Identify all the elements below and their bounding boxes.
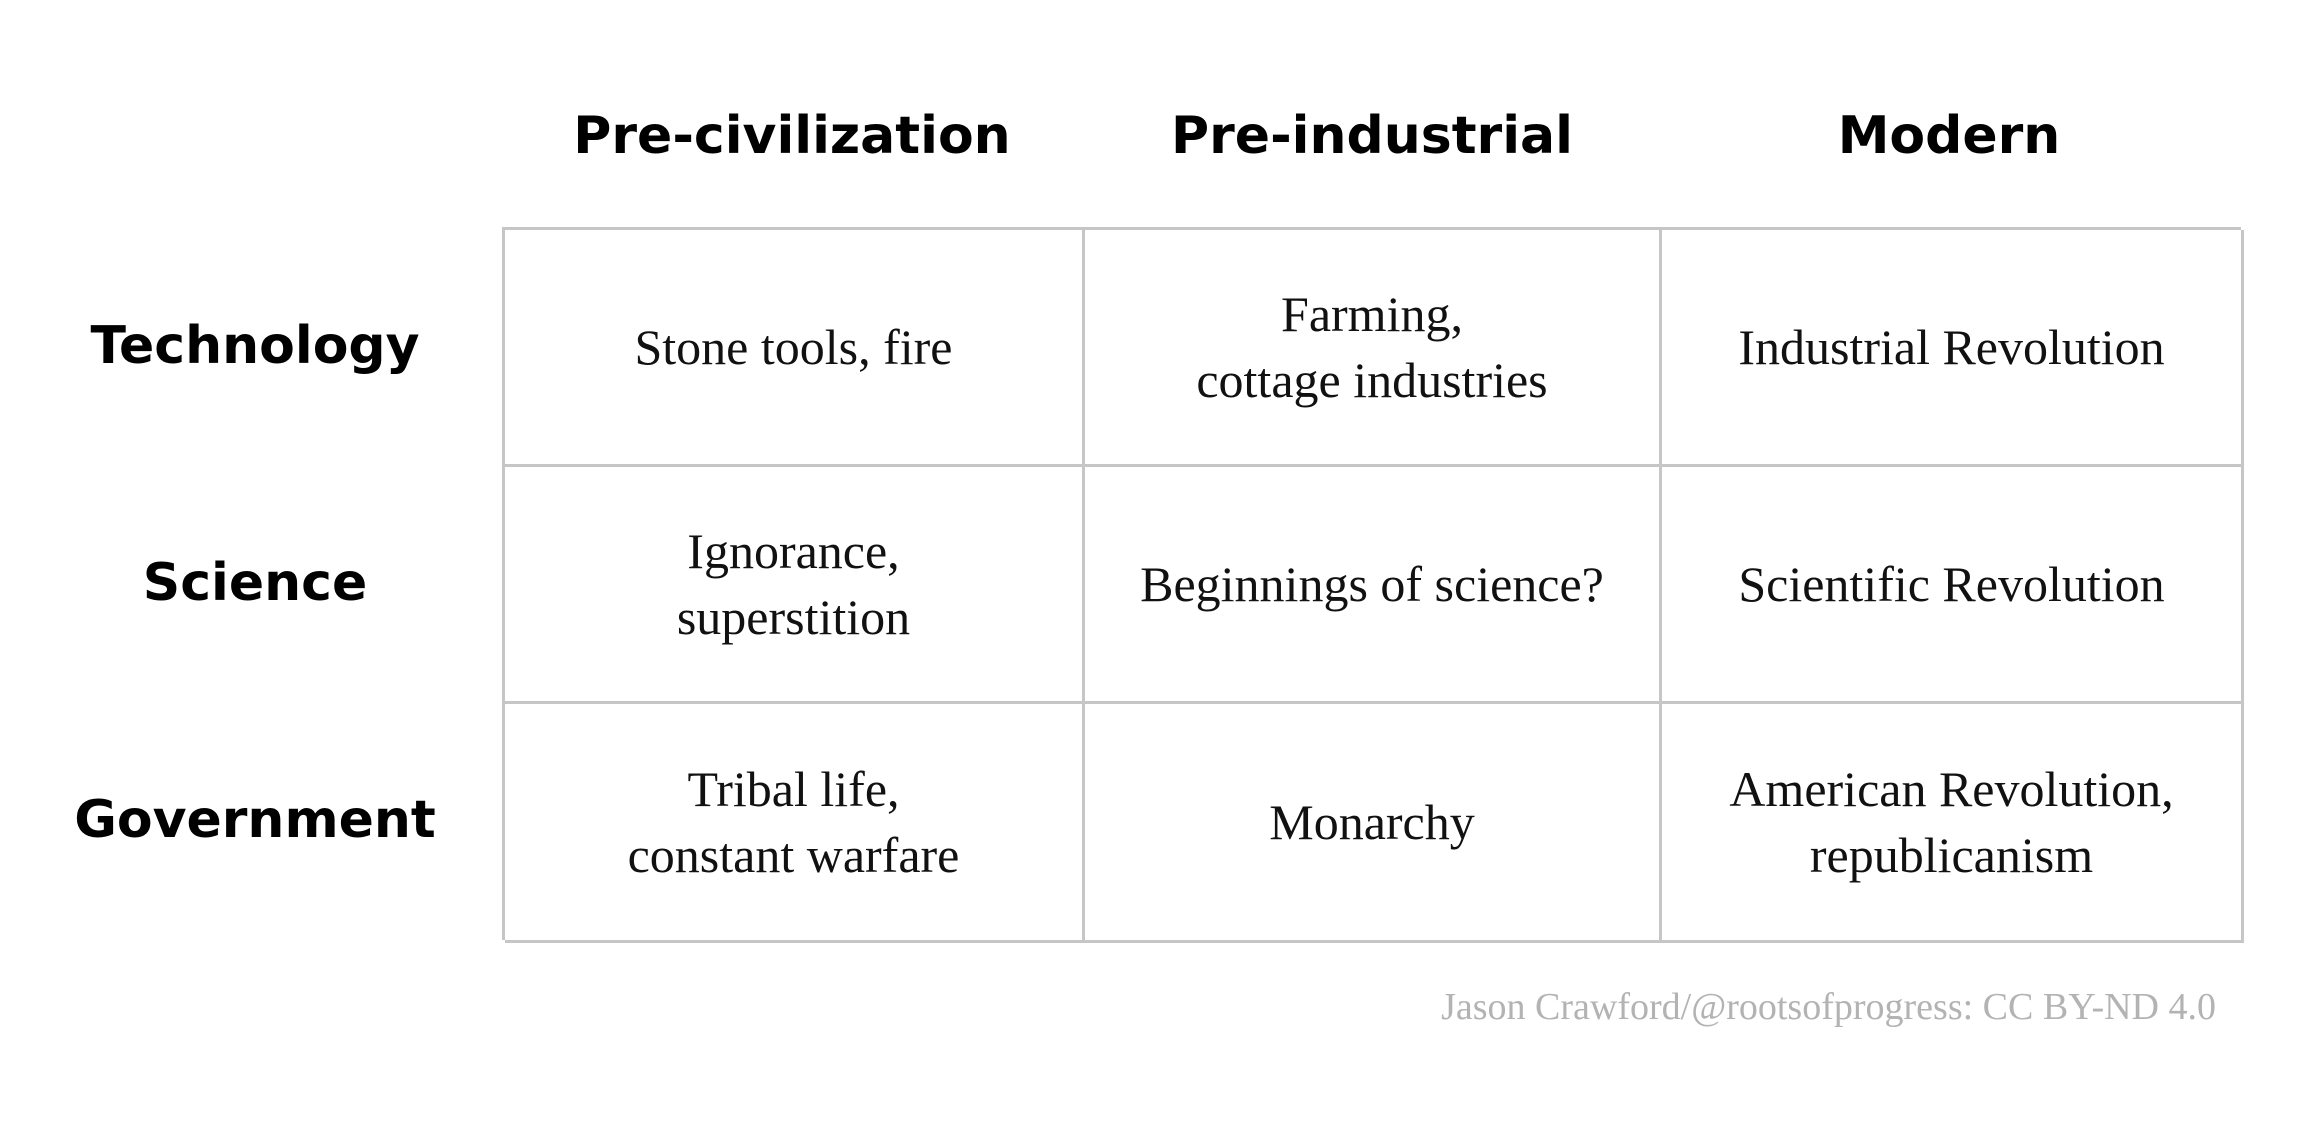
cell-text-line: Ignorance, <box>687 523 900 579</box>
cell-text-line: republicanism <box>1809 827 2094 883</box>
cell-technology-modern: Industrial Revolution <box>1662 230 2244 467</box>
cell-government-pre-civilization: Tribal life, constant warfare <box>505 704 1085 943</box>
cell-text-line: Farming, <box>1281 286 1463 342</box>
cell-text-line: cottage industries <box>1196 352 1548 408</box>
cell-government-modern: American Revolution, republicanism <box>1662 704 2244 943</box>
cell-text-line: Beginnings of science? <box>1140 556 1604 612</box>
comparison-grid: Stone tools, fire Farming, cottage indus… <box>502 227 2244 943</box>
row-header-science: Science <box>142 553 368 613</box>
column-header-pre-civilization: Pre-civilization <box>573 106 1011 166</box>
cell-text-line: Scientific Revolution <box>1738 556 2165 612</box>
cell-text-line: superstition <box>676 589 911 645</box>
attribution-credit: Jason Crawford/@rootsofprogress: CC BY-N… <box>1441 986 2216 1028</box>
cell-government-pre-industrial: Monarchy <box>1085 704 1662 943</box>
cell-text-line: Monarchy <box>1269 794 1475 850</box>
cell-science-pre-civilization: Ignorance, superstition <box>505 467 1085 704</box>
column-header-modern: Modern <box>1837 106 2061 166</box>
cell-technology-pre-civilization: Stone tools, fire <box>505 230 1085 467</box>
cell-text-line: Industrial Revolution <box>1738 319 2165 375</box>
cell-text-line: Stone tools, fire <box>634 319 953 375</box>
cell-text-line: constant warfare <box>627 827 960 883</box>
cell-text-line: Tribal life, <box>687 761 900 817</box>
cell-technology-pre-industrial: Farming, cottage industries <box>1085 230 1662 467</box>
cell-science-modern: Scientific Revolution <box>1662 467 2244 704</box>
column-header-pre-industrial: Pre-industrial <box>1171 106 1573 166</box>
row-header-technology: Technology <box>90 316 420 376</box>
row-header-government: Government <box>74 790 436 850</box>
cell-text-line: American Revolution, <box>1729 761 2174 817</box>
cell-science-pre-industrial: Beginnings of science? <box>1085 467 1662 704</box>
